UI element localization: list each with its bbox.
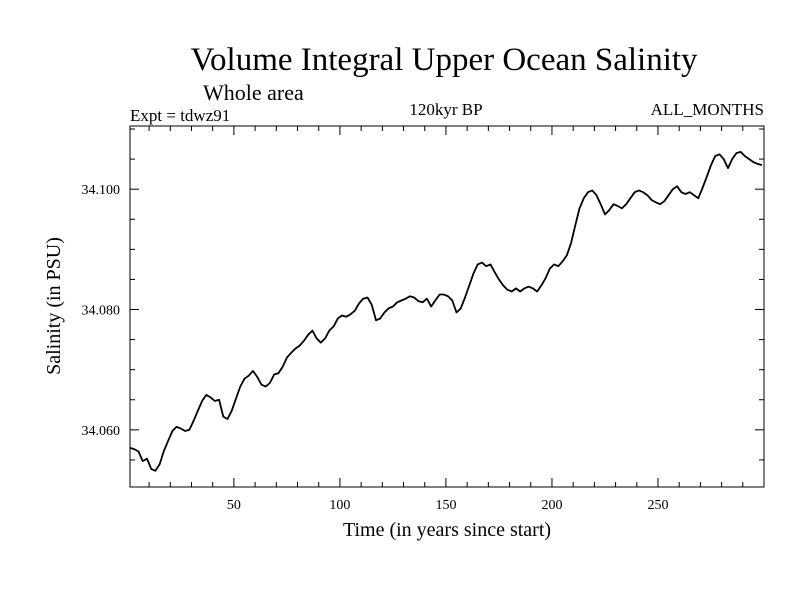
y-tick-label: 34.100 (82, 183, 121, 198)
x-tick-label: 250 (647, 498, 668, 513)
x-axis-label: Time (in years since start) (343, 519, 551, 541)
x-tick-label: 150 (435, 498, 456, 513)
months-label: ALL_MONTHS (651, 100, 764, 119)
x-tick-label: 50 (227, 498, 241, 513)
y-axis-label: Salinity (in PSU) (43, 237, 65, 375)
experiment-label: Expt = tdwz91 (130, 106, 230, 125)
plot-frame (129, 125, 765, 488)
period-label: 120kyr BP (409, 100, 482, 119)
chart-title: Volume Integral Upper Ocean Salinity (190, 42, 698, 78)
x-tick-label: 100 (329, 498, 350, 513)
y-tick-label: 34.080 (82, 304, 121, 319)
chart-subtitle: Whole area (203, 80, 304, 105)
axis-ticks: 50 100 150 200 250 34.060 34.080 34.100 (82, 126, 764, 513)
x-tick-label: 200 (541, 498, 562, 513)
salinity-series-line (129, 151, 763, 472)
y-tick-label: 34.060 (82, 424, 121, 439)
